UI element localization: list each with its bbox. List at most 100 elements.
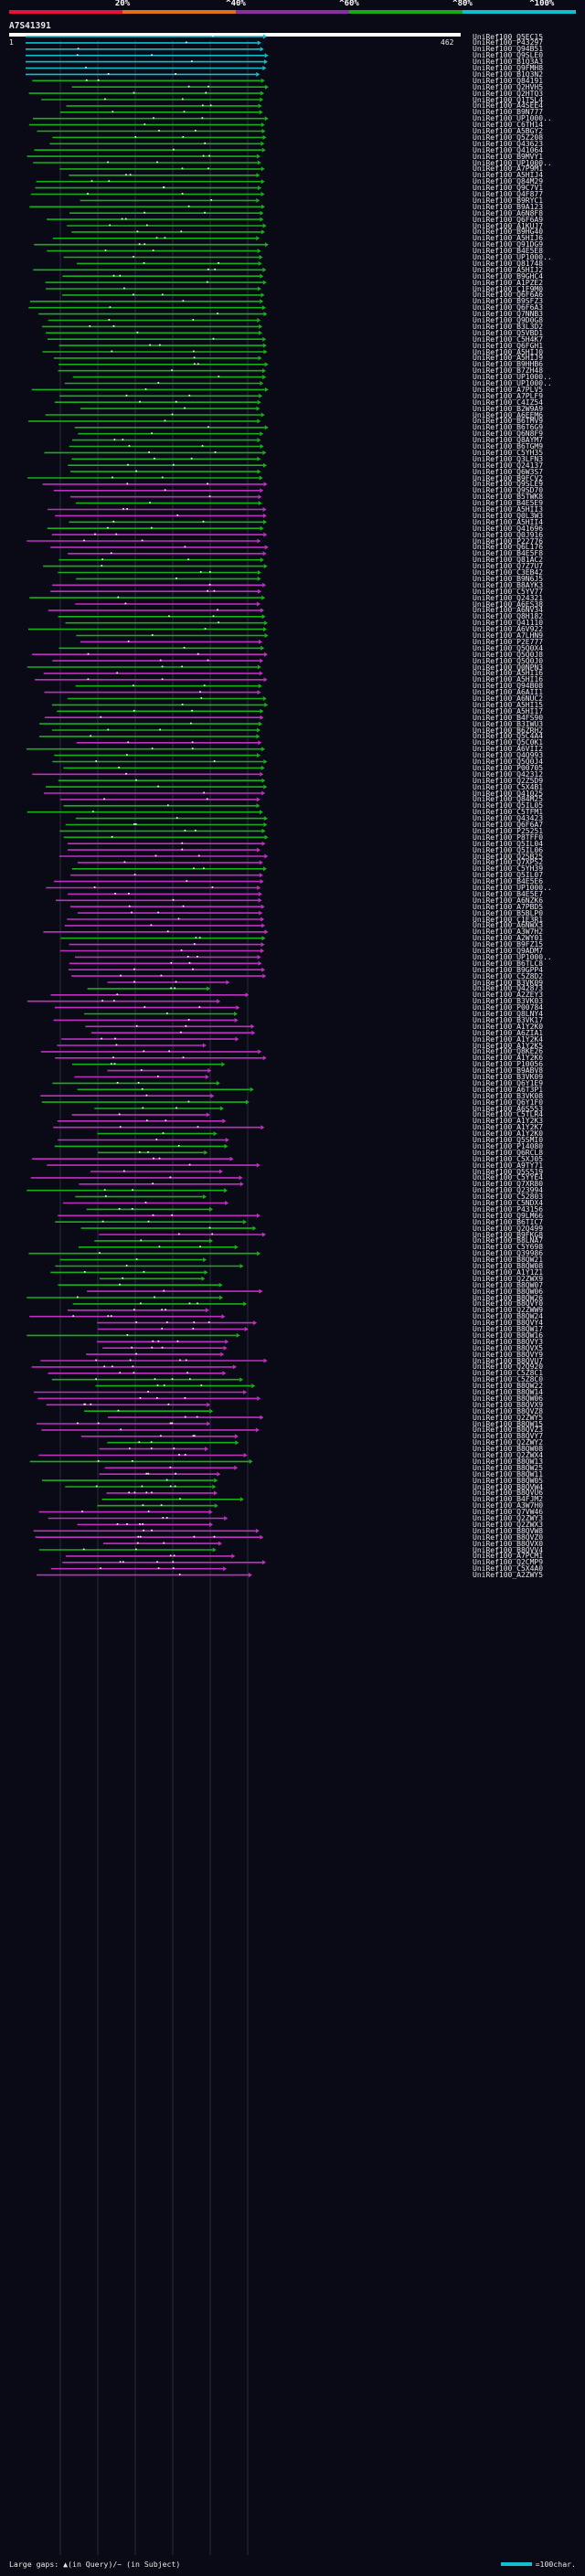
hit-label[interactable]: UniRef100_B9FZ15	[473, 940, 544, 949]
hit-label[interactable]: UniRef100_Q9C7V1	[473, 184, 544, 193]
hit-label[interactable]: UniRef100_A5HIJ6	[473, 234, 544, 243]
hit-label[interactable]: UniRef100_A3W7H2	[473, 928, 544, 937]
hit-label[interactable]: UniRef100_Q2ZWX4	[473, 1451, 544, 1459]
hit-label[interactable]: UniRef100_Q8LNY4	[473, 1010, 544, 1018]
hit-label[interactable]: UniRef100_B6ZRH2	[473, 726, 544, 735]
hit-label[interactable]: UniRef100_B6TMV9	[473, 417, 544, 426]
hit-label[interactable]: UniRef100_UP1000..	[473, 952, 552, 961]
hit-label[interactable]: UniRef100_Q5SMI0	[473, 1136, 544, 1144]
hit-label[interactable]: UniRef100_B8QW06	[473, 1394, 544, 1403]
hit-label[interactable]: UniRef100_Q1T5L4	[473, 95, 544, 104]
hit-label[interactable]: UniRef100_Q8KE26	[473, 1047, 544, 1056]
hit-label[interactable]: UniRef100_C1E3R1	[473, 915, 544, 924]
hit-label[interactable]: UniRef100_A1Y2K0	[473, 1022, 544, 1031]
hit-label[interactable]: UniRef100_B8QW17	[473, 1325, 544, 1333]
hit-label[interactable]: UniRef100_B8QVY0	[473, 1299, 544, 1309]
hit-label[interactable]: UniRef100_B8QW16	[473, 1330, 544, 1340]
hit-label[interactable]: UniRef100_B6T6G9	[473, 423, 544, 432]
hit-label[interactable]: UniRef100_A6S553	[473, 1104, 544, 1113]
hit-label[interactable]: UniRef100_Q2Q920	[473, 1362, 544, 1372]
hit-label[interactable]: UniRef100_A5HIJ0	[473, 347, 544, 356]
hit-label[interactable]: UniRef100_B3VK09	[473, 1073, 544, 1081]
hit-label[interactable]: UniRef100_Q0NPN3	[473, 663, 544, 672]
hit-label[interactable]: UniRef100_B9N6J5	[473, 574, 544, 583]
hit-label[interactable]: UniRef100_B8QW24	[473, 1312, 544, 1321]
hit-label[interactable]: UniRef100_C5Z8D2	[473, 971, 544, 981]
hit-label[interactable]: UniRef100_Q5EC15	[473, 32, 544, 41]
hit-label[interactable]: UniRef100_C52803	[473, 1193, 544, 1202]
hit-label[interactable]: UniRef100_Q6Y1F0	[473, 1097, 544, 1107]
hit-label[interactable]: UniRef100_Q42312	[473, 769, 544, 779]
hit-label[interactable]: UniRef100_Q4Q993	[473, 751, 544, 760]
hit-label[interactable]: UniRef100_B9GHC4	[473, 271, 544, 281]
hit-label[interactable]: UniRef100_Q81748	[473, 259, 544, 268]
hit-label[interactable]: UniRef100_B1Q3A3	[473, 58, 544, 67]
hit-label[interactable]: UniRef100_B8QW22	[473, 1382, 544, 1391]
hit-label[interactable]: UniRef100_Q41696	[473, 524, 544, 533]
hit-label[interactable]: UniRef100_A6ZIA1	[473, 1028, 544, 1037]
hit-label[interactable]: UniRef100_Q9SLE0	[473, 51, 544, 60]
hit-label[interactable]: UniRef100_A7PLF9	[473, 391, 544, 400]
hit-label[interactable]: UniRef100_B6TGM9	[473, 442, 544, 451]
hit-label[interactable]: UniRef100_B8QVZ0	[473, 1532, 544, 1542]
hit-label[interactable]: UniRef100_A5HIJ2	[473, 265, 544, 274]
hit-label[interactable]: UniRef100_A5HIJ9	[473, 354, 544, 363]
hit-label[interactable]: UniRef100_A5HI15	[473, 700, 544, 709]
hit-label[interactable]: UniRef100_B8QW07	[473, 1280, 544, 1289]
hit-label[interactable]: UniRef100_C5Y698	[473, 1243, 544, 1252]
hit-label[interactable]: UniRef100_B8QVX5	[473, 1343, 544, 1352]
hit-label[interactable]: UniRef100_B8QW21	[473, 1256, 544, 1265]
hit-label[interactable]: UniRef100_Q5Q0X4	[473, 643, 544, 652]
hit-label[interactable]: UniRef100_A7LHN9	[473, 631, 544, 640]
hit-label[interactable]: UniRef100_A7PLV5	[473, 385, 544, 394]
hit-label[interactable]: UniRef100_A6V922	[473, 625, 544, 634]
hit-label[interactable]: UniRef100_A7P9M1	[473, 164, 544, 174]
hit-label[interactable]: UniRef100_Q2ZWX3	[473, 1520, 544, 1529]
hit-label[interactable]: UniRef100_Q9SLE9	[473, 480, 544, 489]
hit-label[interactable]: UniRef100_B8QW13	[473, 1457, 544, 1466]
hit-label[interactable]: UniRef100_Q0L3W3	[473, 511, 544, 520]
hit-label[interactable]: UniRef100_B9N777	[473, 108, 544, 117]
hit-label[interactable]: UniRef100_C5XJ05	[473, 1154, 544, 1163]
hit-label[interactable]: UniRef100_B9SFZ3	[473, 297, 544, 306]
hit-label[interactable]: UniRef100_B8QVY3	[473, 1337, 544, 1346]
hit-label[interactable]: UniRef100_A6ES38	[473, 599, 544, 609]
hit-label[interactable]: UniRef100_B4E5E6	[473, 877, 544, 886]
hit-label[interactable]: UniRef100_B3VK09	[473, 978, 544, 987]
hit-label[interactable]: UniRef100_A4SEE4	[473, 101, 544, 111]
hit-label[interactable]: UniRef100_C5X4A0	[473, 1564, 544, 1574]
hit-label[interactable]: UniRef100_A7PBD5	[473, 902, 544, 911]
hit-label[interactable]: UniRef100_C4IZ54	[473, 398, 544, 407]
hit-label[interactable]: UniRef100_Q8H182	[473, 612, 544, 621]
hit-label[interactable]: UniRef100_C5YV77	[473, 587, 544, 596]
hit-label[interactable]: UniRef100_UP1000..	[473, 158, 552, 167]
hit-label[interactable]: UniRef100_B8QW25	[473, 1463, 544, 1472]
hit-label[interactable]: UniRef100_A1Y1Z1	[473, 1267, 544, 1277]
hit-label[interactable]: UniRef100_C5H4K7	[473, 334, 544, 344]
hit-label[interactable]: UniRef100_B1Q3N2	[473, 69, 544, 79]
hit-label[interactable]: UniRef100_B9FCV2	[473, 473, 544, 482]
hit-label[interactable]: UniRef100_B8QW11	[473, 1469, 544, 1479]
hit-label[interactable]: UniRef100_Q7Z7U7	[473, 562, 544, 571]
hit-label[interactable]: UniRef100_Q5IL06	[473, 845, 544, 854]
hit-label[interactable]: UniRef100_B3VK03	[473, 997, 544, 1006]
hit-label[interactable]: UniRef100_P10056	[473, 1060, 544, 1069]
hit-label[interactable]: UniRef100_B9RYC1	[473, 196, 544, 205]
hit-label[interactable]: UniRef100_B9A123	[473, 202, 544, 211]
hit-label[interactable]: UniRef100_A5HII3	[473, 505, 544, 514]
hit-label[interactable]: UniRef100_Q2Z5D9	[473, 776, 544, 785]
hit-label[interactable]: UniRef100_B2W9A9	[473, 404, 544, 413]
hit-label[interactable]: UniRef100_C5YH39	[473, 864, 544, 874]
hit-label[interactable]: UniRef100_A2WY01	[473, 934, 544, 943]
hit-label[interactable]: UniRef100_B8QVY4	[473, 1319, 544, 1328]
hit-label[interactable]: UniRef100_Q5Q0J8	[473, 650, 544, 659]
hit-label[interactable]: UniRef100_B8LNA7	[473, 1236, 544, 1246]
hit-label[interactable]: UniRef100_B8QVZ3	[473, 1426, 544, 1435]
hit-label[interactable]: UniRef100_Q5Q0J4	[473, 758, 544, 766]
hit-label[interactable]: UniRef100_Q2CMP9	[473, 1558, 544, 1567]
hit-label[interactable]: UniRef100_P2E777	[473, 637, 544, 646]
hit-label[interactable]: UniRef100_Q5IL05	[473, 801, 544, 811]
hit-label[interactable]: UniRef100_Q9FMH8	[473, 64, 544, 72]
hit-label[interactable]: UniRef100_A6NWX3	[473, 921, 544, 930]
hit-label[interactable]: UniRef100_P22776	[473, 536, 544, 546]
